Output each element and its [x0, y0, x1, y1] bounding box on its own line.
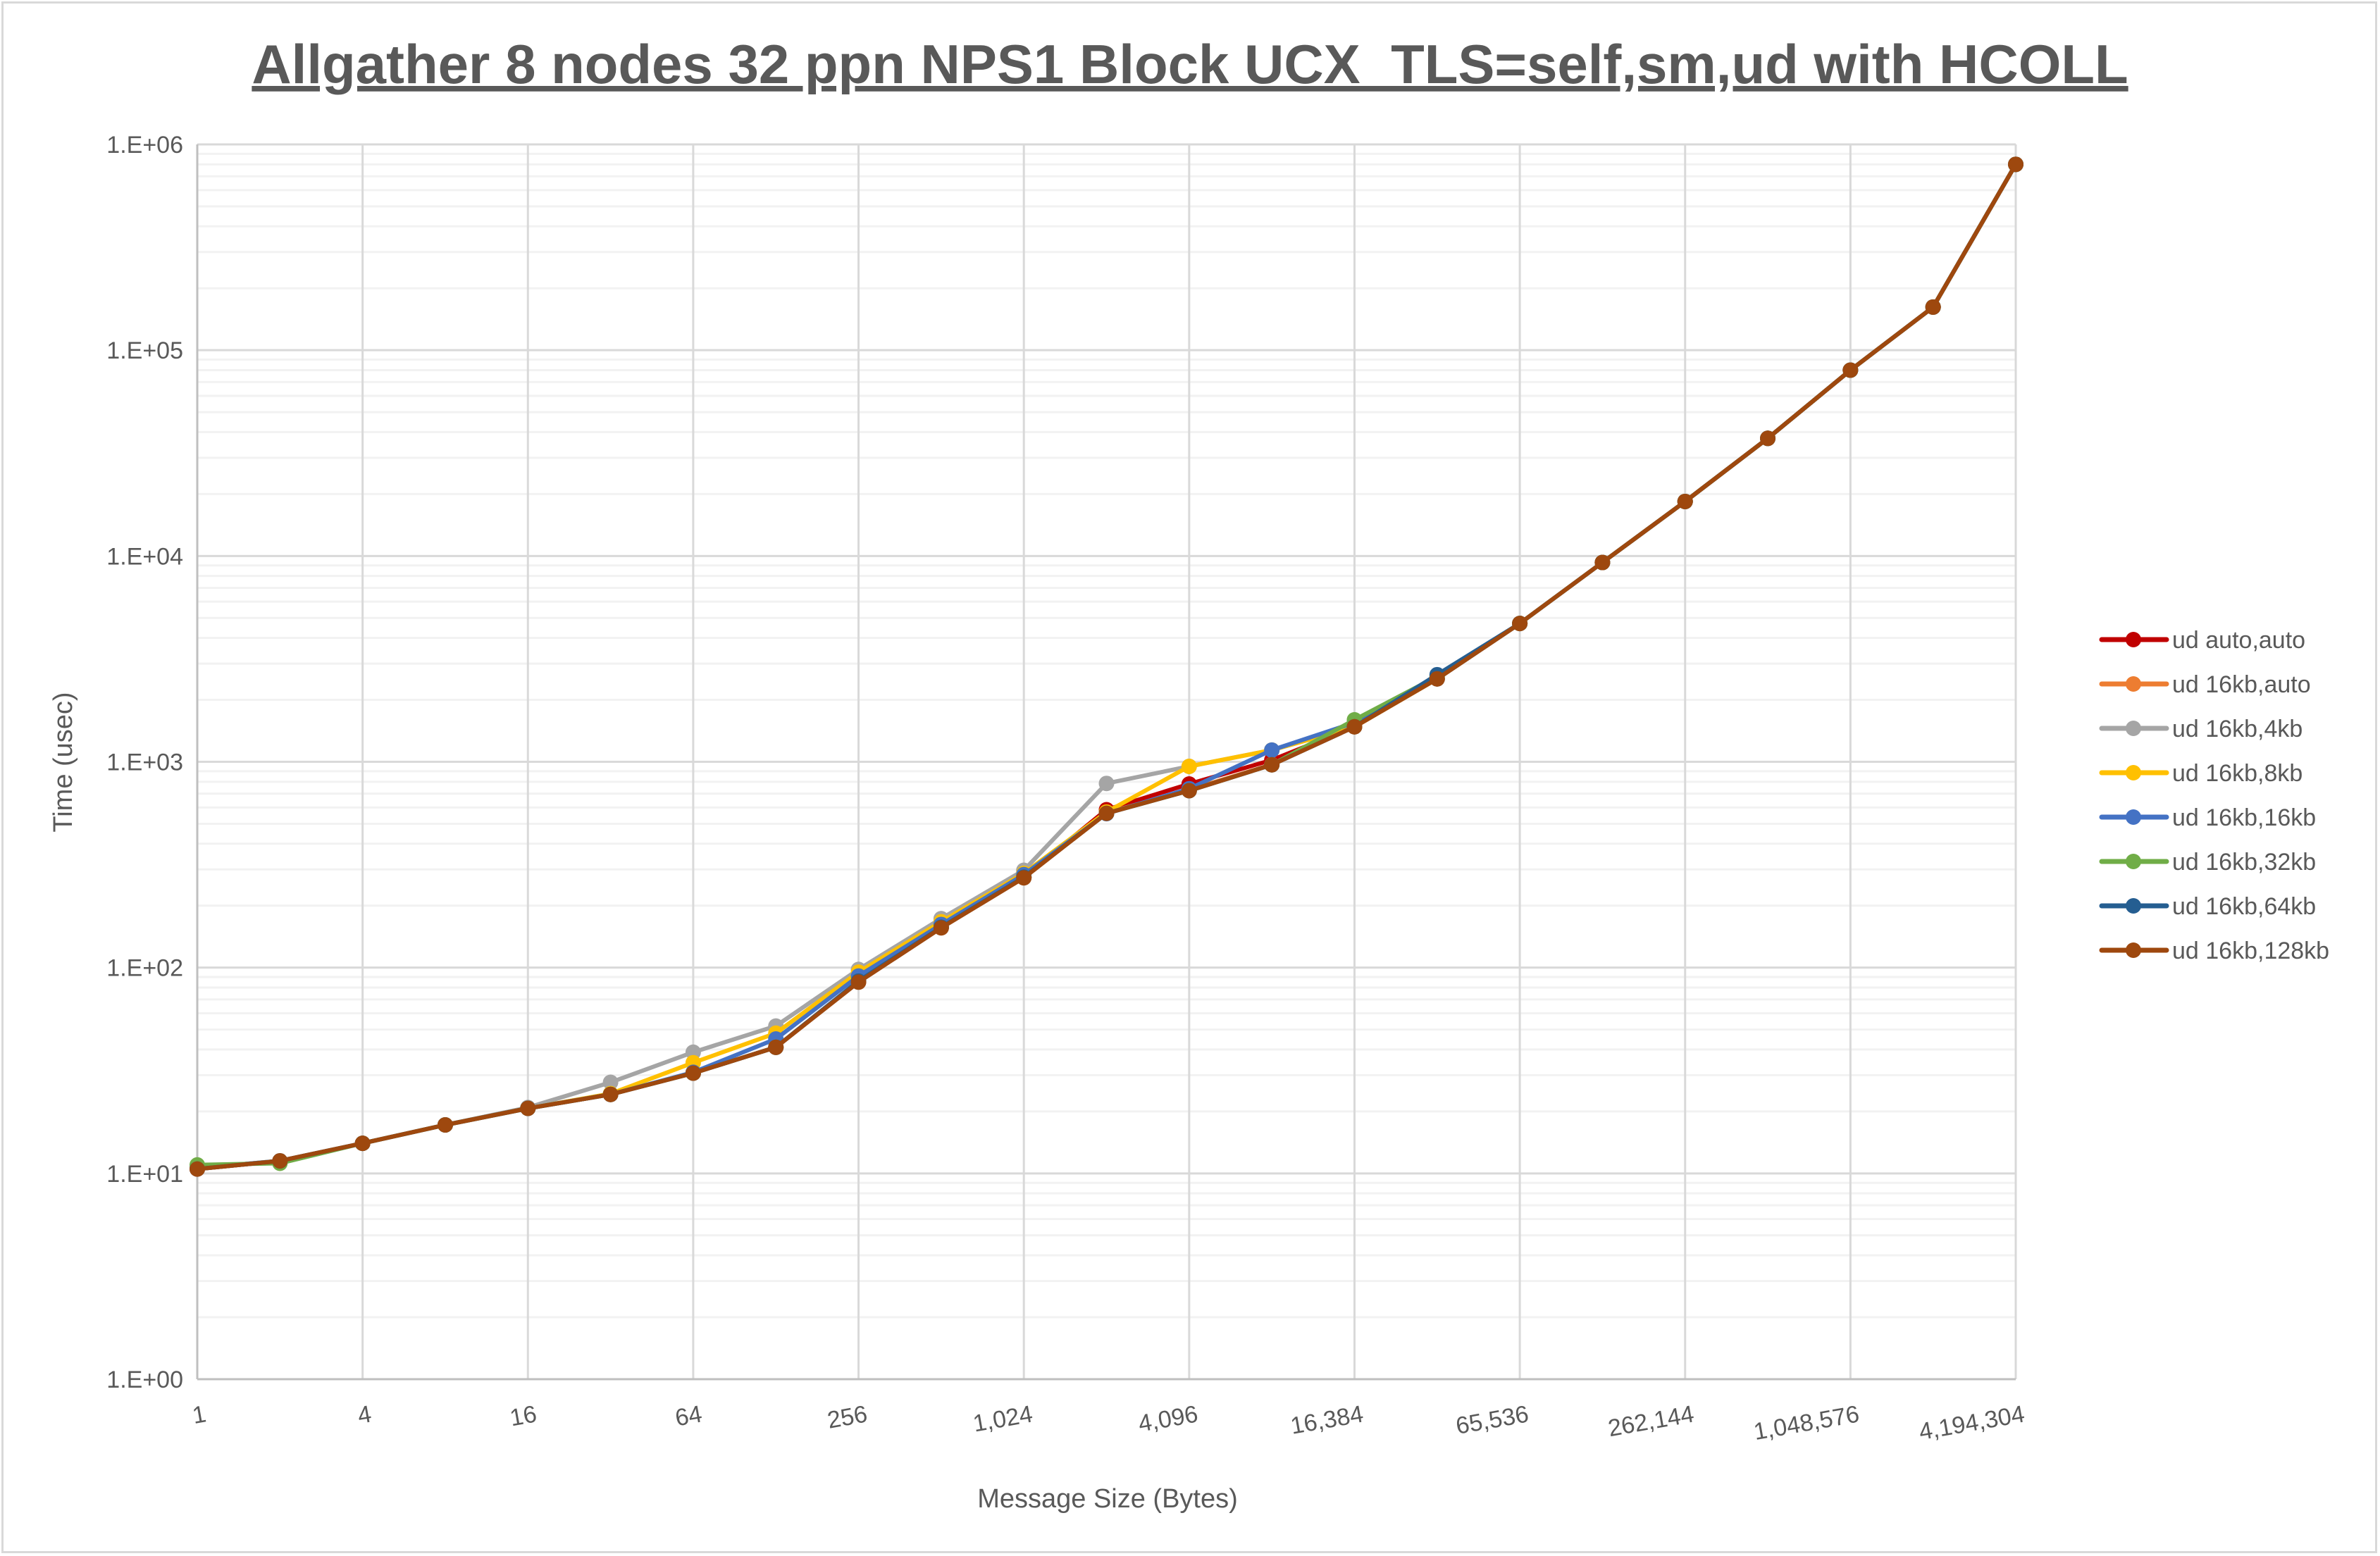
legend-marker — [2126, 942, 2141, 958]
legend-item: ud 16kb,32kb — [2099, 849, 2316, 876]
x-tick-label: 4,096 — [1136, 1400, 1200, 1437]
series-line — [197, 163, 2018, 1171]
data-point — [1181, 759, 1197, 775]
x-tick-label: 16 — [508, 1400, 539, 1431]
data-point — [272, 1153, 288, 1169]
series-line — [197, 163, 2018, 1171]
x-axis-label: Message Size (Bytes) — [977, 1484, 1238, 1514]
data-point — [2008, 156, 2023, 173]
data-point — [1181, 783, 1197, 799]
series-line — [197, 163, 2018, 1171]
data-point — [1677, 493, 1693, 509]
data-point — [1512, 616, 1528, 632]
x-tick-label: 256 — [825, 1400, 869, 1433]
data-point — [933, 920, 949, 936]
y-tick-label: 1.E+03 — [106, 749, 183, 776]
series-line — [197, 163, 2018, 1171]
legend-label: ud 16kb,128kb — [2172, 938, 2329, 964]
legend-label: ud 16kb,8kb — [2172, 760, 2302, 787]
y-tick-label: 1.E+05 — [106, 337, 183, 364]
legend-item: ud 16kb,128kb — [2099, 938, 2329, 964]
legend: ud auto,auto ud 16kb,auto ud 16kb,4kb ud 16… — [2099, 627, 2329, 964]
y-tick-label: 1.E+01 — [106, 1161, 183, 1188]
series-ud-16kb-64kb — [190, 156, 2023, 1177]
data-point — [602, 1074, 619, 1090]
legend-marker — [2126, 721, 2141, 736]
series-ud-16kb-128kb — [190, 156, 2023, 1177]
data-point — [437, 1117, 453, 1133]
data-point — [354, 1135, 371, 1152]
legend-label: ud 16kb,auto — [2172, 671, 2311, 698]
series-line — [197, 163, 2018, 1171]
y-tick-label: 1.E+00 — [106, 1367, 183, 1393]
legend-item: ud 16kb,8kb — [2099, 760, 2302, 787]
series-group — [190, 156, 2023, 1177]
y-axis-ticks: 1.E+00 1.E+01 1.E+02 1.E+03 1.E+04 1.E+05 1.E+… — [106, 132, 183, 1393]
data-point — [1429, 671, 1445, 687]
legend-marker — [2126, 854, 2141, 869]
data-point — [1264, 757, 1280, 773]
legend-item: ud 16kb,4kb — [2099, 716, 2302, 742]
legend-item: ud 16kb,64kb — [2099, 893, 2316, 920]
legend-item: ud 16kb,16kb — [2099, 804, 2316, 831]
y-tick-label: 1.E+06 — [106, 132, 183, 158]
legend-label: ud 16kb,64kb — [2172, 893, 2316, 920]
legend-marker — [2126, 676, 2141, 692]
data-point — [1098, 776, 1115, 792]
legend-marker — [2126, 898, 2141, 914]
x-tick-label: 4 — [356, 1400, 373, 1429]
data-point — [1925, 299, 1941, 315]
y-tick-label: 1.E+04 — [106, 543, 183, 570]
x-tick-label: 65,536 — [1454, 1400, 1530, 1439]
data-point — [520, 1100, 536, 1116]
data-point — [1264, 742, 1280, 758]
chart-title: Allgather 8 nodes 32 ppn NPS1 Block UCX_… — [252, 33, 2128, 95]
data-point — [1098, 805, 1115, 821]
legend-marker — [2126, 809, 2141, 825]
series-ud-auto-auto — [190, 156, 2023, 1177]
data-point — [1760, 430, 1776, 447]
series-line — [197, 163, 2018, 1171]
x-axis-ticks: 1 4 16 64 256 1,024 4,096 16,384 65,536 262,144 1,… — [190, 1400, 2026, 1445]
data-point — [1346, 718, 1363, 735]
x-tick-label: 64 — [673, 1400, 704, 1431]
legend-label: ud 16kb,32kb — [2172, 849, 2316, 876]
data-point — [768, 1039, 784, 1055]
x-tick-label: 16,384 — [1289, 1400, 1365, 1439]
x-tick-label: 262,144 — [1606, 1400, 1696, 1442]
legend-label: ud auto,auto — [2172, 627, 2305, 654]
data-point — [190, 1161, 205, 1177]
data-point — [685, 1065, 701, 1081]
legend-item: ud 16kb,auto — [2099, 671, 2311, 698]
series-ud-16kb-4kb — [190, 156, 2023, 1176]
legend-label: ud 16kb,16kb — [2172, 804, 2316, 831]
series-line — [197, 163, 2018, 1171]
data-point — [850, 974, 867, 990]
x-tick-label: 1 — [190, 1400, 208, 1429]
series-ud-16kb-auto — [190, 156, 2023, 1177]
x-tick-label: 1,048,576 — [1752, 1400, 1861, 1445]
legend-item: ud auto,auto — [2099, 627, 2305, 654]
x-tick-label: 4,194,304 — [1917, 1400, 2027, 1445]
data-point — [602, 1086, 619, 1102]
series-ud-16kb-8kb — [190, 156, 2023, 1176]
legend-marker — [2126, 765, 2141, 780]
grid — [196, 143, 2017, 1381]
series-ud-16kb-16kb — [190, 156, 2023, 1176]
legend-marker — [2126, 632, 2141, 647]
data-point — [1016, 870, 1032, 886]
data-point — [1842, 362, 1859, 378]
x-tick-label: 1,024 — [971, 1400, 1034, 1437]
y-tick-label: 1.E+02 — [106, 955, 183, 982]
data-point — [1594, 554, 1611, 571]
legend-label: ud 16kb,4kb — [2172, 716, 2302, 742]
y-axis-label: Time (usec) — [49, 692, 78, 832]
